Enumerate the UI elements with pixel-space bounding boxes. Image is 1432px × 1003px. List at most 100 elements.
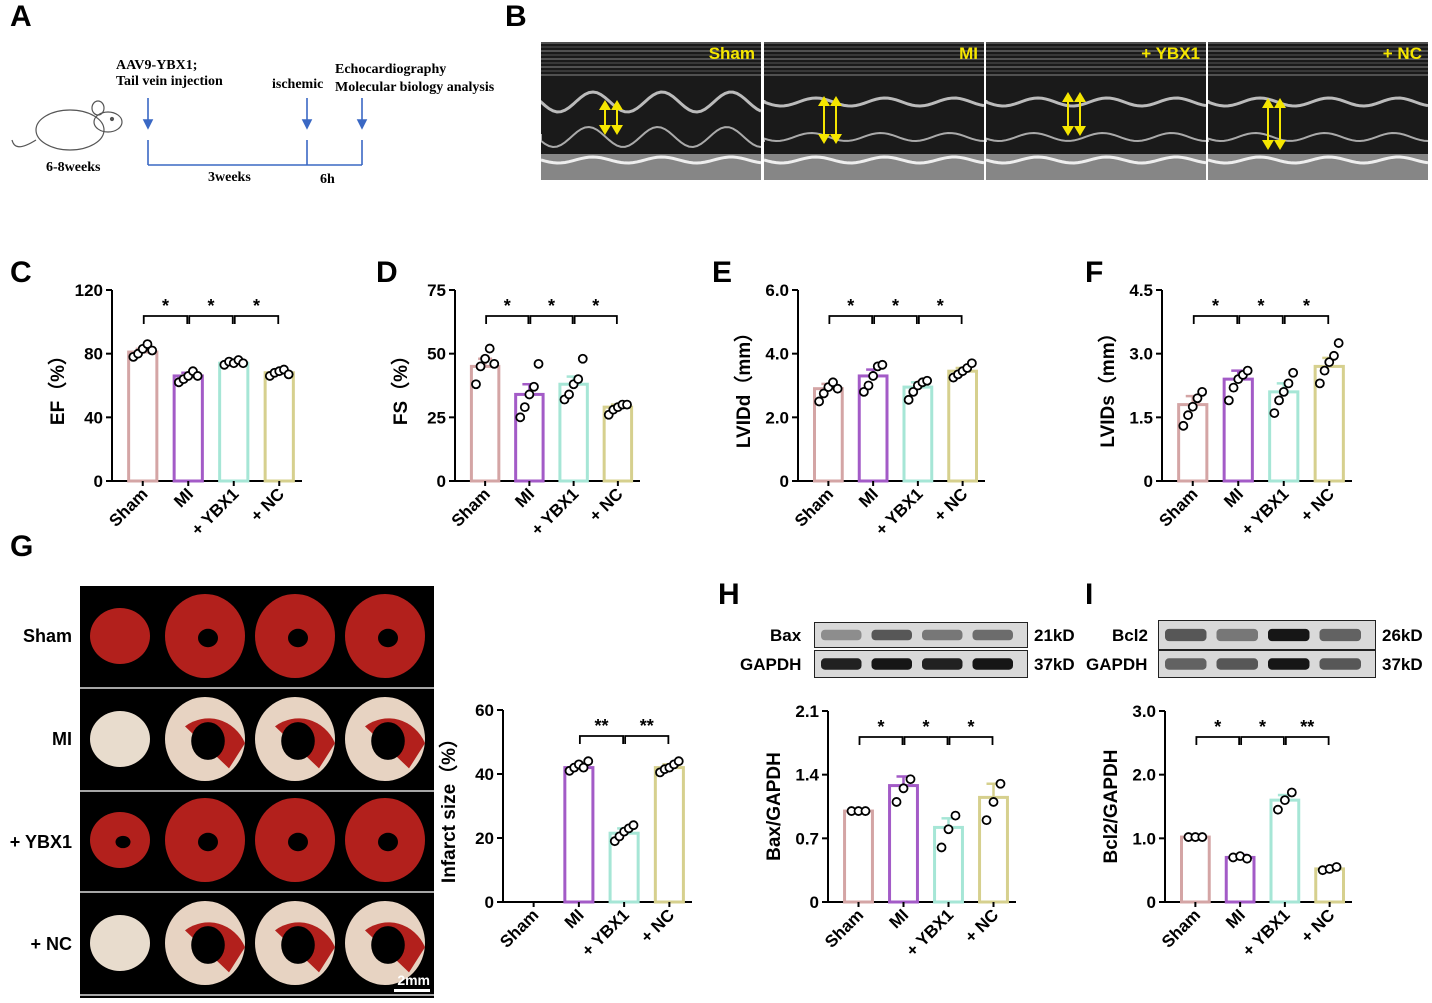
x-tick-label: + NC	[961, 905, 1002, 946]
x-tick-label: + NC	[637, 905, 678, 946]
significance-bracket	[948, 736, 994, 745]
x-tick-label: + NC	[1297, 484, 1338, 525]
data-point	[1183, 410, 1193, 421]
significance-bracket	[1192, 315, 1239, 324]
x-tick-label: + YBX1	[578, 905, 633, 960]
tissue-slice	[165, 697, 245, 781]
data-point	[922, 375, 933, 386]
data-point	[622, 399, 632, 410]
data-point	[1324, 357, 1335, 368]
blot-band	[821, 629, 862, 641]
y-tick-label: 75	[427, 281, 446, 300]
data-point	[529, 381, 539, 392]
chart-c: 0 40 80 120 EF（%） Sham MI+ YBX1 + NC * * *	[46, 281, 302, 539]
significance-marker: *	[967, 717, 974, 737]
significance-bracket	[917, 315, 963, 324]
mouse-icon	[11, 100, 123, 151]
x-tick-label: + YBX1	[902, 905, 957, 960]
data-point	[1314, 378, 1325, 389]
tissue-slice	[90, 915, 150, 971]
significance-bracket	[903, 736, 949, 745]
data-point	[860, 806, 871, 816]
data-point	[283, 369, 294, 380]
significance-marker: *	[922, 717, 929, 737]
y-tick-label: 120	[75, 281, 103, 300]
data-point	[966, 358, 977, 369]
data-point	[1192, 393, 1203, 404]
blot-h-row2-kd: 37kD	[1034, 655, 1075, 674]
y-axis-label: Infarct size（%）	[437, 729, 460, 883]
panel-label-e: E	[712, 256, 733, 289]
x-tick-label: Sham	[1155, 484, 1201, 530]
x-tick-label: MI	[170, 484, 197, 511]
y-axis-label: Bax/GAPDH	[764, 752, 785, 861]
data-point	[1288, 367, 1299, 378]
significance-bracket	[573, 315, 618, 324]
x-tick-label: Sham	[496, 905, 542, 951]
timeline-echo: Echocardiography	[335, 62, 447, 77]
x-tick-label: MI	[886, 905, 913, 932]
data-point	[1197, 386, 1208, 397]
panel-label-f: F	[1085, 256, 1104, 289]
significance-bracket	[188, 315, 234, 324]
echo-label-3: + NC	[1382, 44, 1422, 63]
timeline-ischemic: ischemic	[272, 77, 324, 92]
data-point	[1319, 365, 1330, 376]
x-tick-label: MI	[511, 484, 538, 511]
chart-h: 0 0.7 1.4 2.1 Bax/GAPDH Sham MI+ YBX1 + NC * * *	[764, 702, 1016, 960]
blot-i-bcl2	[1158, 620, 1376, 650]
tissue-row-label-nc: + NC	[30, 934, 72, 954]
timeline-injection-1: AAV9-YBX1;	[116, 58, 198, 73]
significance-marker: *	[1303, 296, 1310, 316]
data-point	[1274, 395, 1284, 406]
y-tick-label: 0	[1144, 472, 1153, 491]
tissue-row-label-sham: Sham	[22, 626, 72, 646]
data-point	[1283, 378, 1294, 389]
y-tick-label: 3.0	[1129, 345, 1153, 364]
panel-label-a: A	[10, 0, 32, 33]
data-point	[480, 353, 491, 364]
x-tick-label: MI	[1220, 484, 1247, 511]
y-tick-label: 0	[780, 472, 789, 491]
significance-bracket	[1284, 736, 1330, 745]
blot-h-gapdh	[814, 650, 1028, 678]
panel-label-g: G	[10, 530, 34, 563]
data-point	[891, 797, 902, 807]
data-point	[908, 386, 919, 397]
significance-marker: *	[162, 296, 169, 316]
significance-marker: *	[253, 296, 260, 316]
x-tick-label: Sham	[791, 484, 837, 530]
tissue-row-label-mi: MI	[52, 729, 72, 749]
echo-image-3: + NC	[1208, 42, 1428, 180]
x-tick-label: MI	[855, 484, 882, 511]
data-point	[1286, 787, 1297, 798]
blot-band	[1165, 658, 1207, 670]
blot-band	[1268, 658, 1310, 670]
blot-band	[871, 629, 912, 641]
significance-marker: *	[1212, 296, 1219, 316]
bar	[1180, 835, 1211, 904]
blot-i-row1-name: Bcl2	[1112, 626, 1148, 645]
data-point	[995, 778, 1006, 789]
y-tick-label: 25	[427, 408, 446, 427]
data-point	[858, 386, 869, 397]
y-tick-label: 6.0	[765, 281, 789, 300]
significance-marker: *	[937, 296, 944, 316]
blot-band	[972, 629, 1013, 641]
data-point	[943, 824, 954, 835]
x-tick-label: + NC	[247, 484, 288, 525]
x-tick-label: + NC	[586, 484, 627, 525]
data-point	[832, 383, 843, 394]
significance-marker: *	[892, 296, 899, 316]
blot-i-row1-kd: 26kD	[1382, 626, 1423, 645]
tissue-slice	[255, 594, 335, 678]
chart-g: 0 20 40 60 Infarct size（%） Sham MI+ YBX1 + NC **…	[437, 701, 692, 960]
bar	[843, 809, 874, 904]
y-tick-label: 2.0	[765, 408, 789, 427]
data-point	[903, 394, 914, 405]
data-point	[1228, 382, 1239, 393]
tissue-slice	[345, 697, 425, 781]
y-tick-label: 80	[84, 345, 103, 364]
data-point	[515, 412, 526, 423]
blot-h-row1-name: Bax	[770, 626, 802, 645]
